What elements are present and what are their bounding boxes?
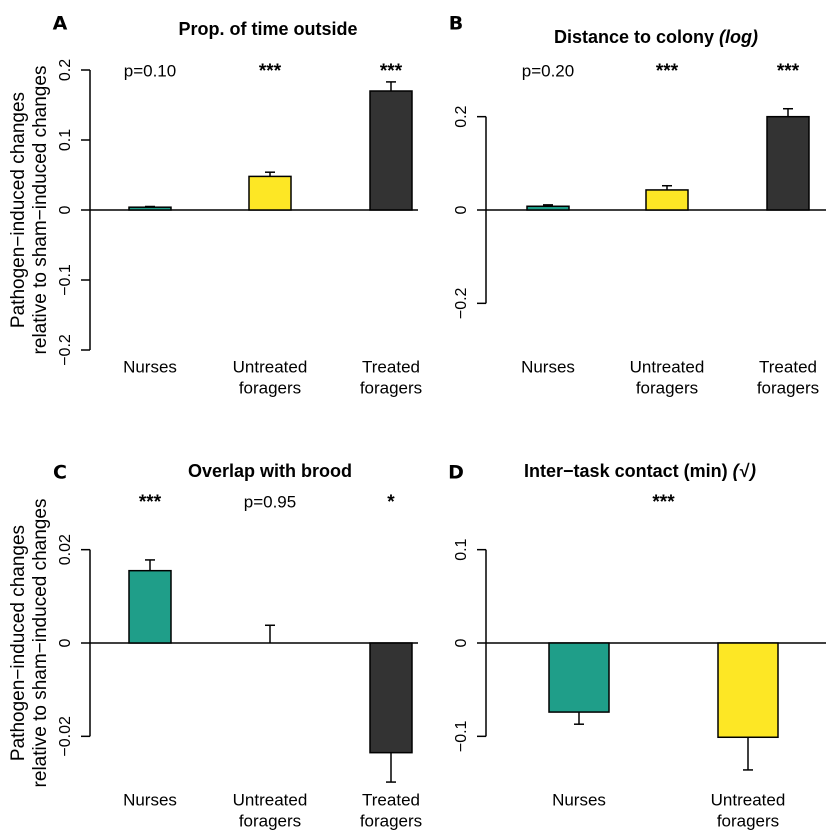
y-tick-label-c: 0.02 bbox=[57, 534, 74, 565]
category-label-c: foragers bbox=[360, 811, 422, 830]
y-tick-label-b: −0.2 bbox=[453, 287, 470, 319]
significance-label-d: *** bbox=[652, 492, 675, 513]
panel-title-a: Prop. of time outside bbox=[178, 19, 357, 39]
bar-a-treated-foragers bbox=[369, 90, 413, 211]
significance-label-a: *** bbox=[380, 61, 403, 82]
panel-title-d: Inter−task contact (min) (√ ) bbox=[524, 461, 756, 481]
bar-c-treated-foragers bbox=[369, 642, 413, 754]
category-label-c: Untreated bbox=[233, 790, 308, 809]
significance-label-c: *** bbox=[139, 492, 162, 513]
panel-c: C Overlap with brood −0.02 0 0.02 Nurses *** Un… bbox=[53, 461, 422, 830]
category-label-b: foragers bbox=[757, 378, 819, 397]
category-label-a: Treated bbox=[362, 357, 420, 376]
y-axis-label-top-line2: relative to sham−induced changes bbox=[30, 66, 51, 355]
panel-letter-b: B bbox=[449, 13, 463, 35]
y-tick-label-c: −0.02 bbox=[57, 716, 74, 757]
y-tick-label-d: −0.1 bbox=[453, 720, 470, 752]
category-label-a: foragers bbox=[239, 378, 301, 397]
bar-d-nurses bbox=[548, 642, 610, 713]
category-label-a: Untreated bbox=[233, 357, 308, 376]
panel-d: D Inter−task contact (min) (√ ) −0.1 0 0.1 Nu… bbox=[448, 461, 826, 830]
bar-a-untreated-foragers bbox=[248, 175, 292, 211]
category-label-a: Nurses bbox=[123, 357, 177, 376]
bar-b-untreated-foragers bbox=[645, 189, 689, 211]
category-label-d: foragers bbox=[717, 811, 779, 830]
y-tick-label-d: 0.1 bbox=[453, 538, 470, 560]
significance-label-a: *** bbox=[259, 61, 282, 82]
panel-title-suffix-b: (log) bbox=[714, 27, 758, 47]
significance-label-c: * bbox=[387, 492, 395, 513]
category-label-d: Untreated bbox=[711, 790, 786, 809]
significance-label-b: p=0.20 bbox=[522, 61, 574, 80]
y-tick-label-b: 0.2 bbox=[453, 105, 470, 127]
category-label-c: Nurses bbox=[123, 790, 177, 809]
category-label-d: Nurses bbox=[552, 790, 606, 809]
category-label-b: Nurses bbox=[521, 357, 575, 376]
significance-label-b: *** bbox=[777, 61, 800, 82]
panel-title-text-d: Inter−task contact (min) bbox=[524, 461, 728, 481]
category-label-c: foragers bbox=[239, 811, 301, 830]
category-label-b: Treated bbox=[759, 357, 817, 376]
panel-letter-a: A bbox=[53, 13, 68, 35]
bar-b-nurses bbox=[526, 205, 570, 211]
category-label-b: Untreated bbox=[630, 357, 705, 376]
y-tick-label-a: 0.1 bbox=[57, 129, 74, 151]
bar-b-treated-foragers bbox=[766, 115, 810, 211]
panel-b: B Distance to colony (log) −0.2 0 0.2 Nurses p… bbox=[449, 13, 826, 397]
category-label-b: foragers bbox=[636, 378, 698, 397]
significance-label-c: p=0.95 bbox=[244, 492, 296, 511]
panel-letter-c: C bbox=[53, 462, 67, 484]
y-tick-label-a: −0.2 bbox=[57, 334, 74, 366]
panel-title-b: Distance to colony (log) bbox=[554, 27, 758, 47]
y-tick-label-a: 0 bbox=[57, 205, 74, 214]
panel-title-text-b: Distance to colony bbox=[554, 27, 714, 47]
significance-label-b: *** bbox=[656, 61, 679, 82]
bar-d-untreated-foragers bbox=[717, 642, 779, 739]
bar-a-nurses bbox=[128, 206, 172, 211]
bar-c-nurses bbox=[128, 569, 172, 644]
panel-title-text-a: Prop. of time outside bbox=[178, 19, 357, 39]
category-label-c: Treated bbox=[362, 790, 420, 809]
panel-title-suffix-d: (√ ) bbox=[728, 461, 756, 481]
y-tick-label-b: 0 bbox=[453, 205, 470, 214]
category-label-a: foragers bbox=[360, 378, 422, 397]
panel-title-text-c: Overlap with brood bbox=[188, 461, 352, 481]
y-tick-label-c: 0 bbox=[57, 638, 74, 647]
y-axis-label-bottom-line1: Pathogen−induced changes bbox=[8, 525, 29, 761]
panel-a: A Prop. of time outside −0.2 −0.1 0 0.1 0.2 Nur… bbox=[53, 13, 423, 398]
significance-label-a: p=0.10 bbox=[124, 61, 176, 80]
panel-letter-d: D bbox=[448, 462, 464, 484]
panel-title-c: Overlap with brood bbox=[188, 461, 352, 481]
y-tick-label-a: −0.1 bbox=[57, 264, 74, 296]
y-tick-label-a: 0.2 bbox=[57, 59, 74, 81]
y-tick-label-d: 0 bbox=[453, 638, 470, 647]
y-axis-label-bottom-line2: relative to sham−induced changes bbox=[30, 499, 51, 788]
y-axis-label-top-line1: Pathogen−induced changes bbox=[8, 92, 29, 328]
